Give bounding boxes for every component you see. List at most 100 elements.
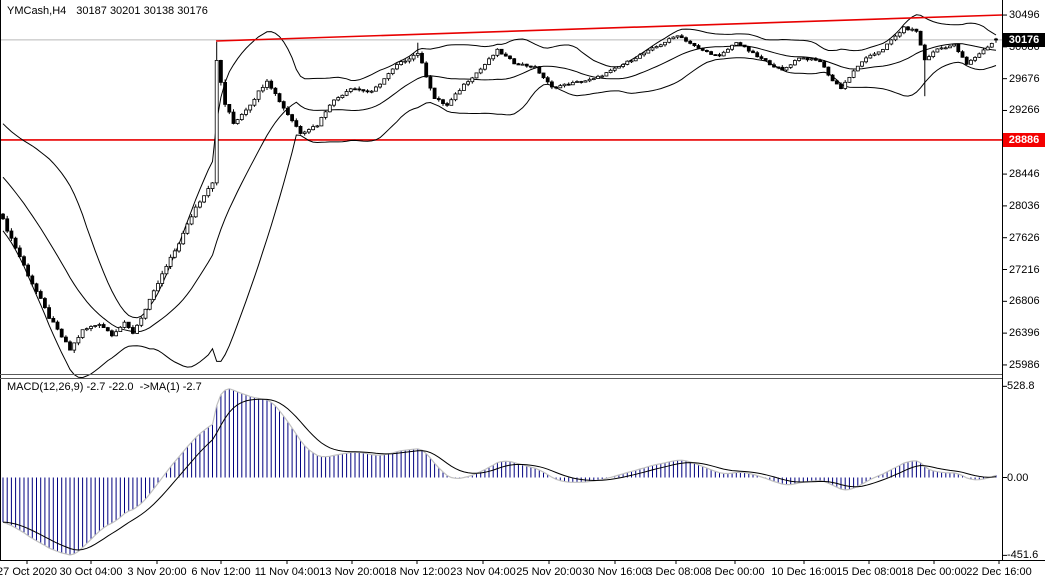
- candle-body: [72, 342, 77, 351]
- candle-body: [537, 66, 542, 74]
- time-tick-label: 23 Nov 04:00: [450, 566, 516, 578]
- candle-body: [373, 86, 378, 92]
- candle-body: [864, 57, 868, 63]
- candle-body: [638, 54, 642, 59]
- current-price-badge: 30176: [1003, 32, 1045, 47]
- candle-body: [38, 291, 43, 299]
- candle-body: [855, 65, 860, 72]
- time-tick-label: 30 Nov 16:00: [582, 566, 648, 578]
- candle-body: [692, 43, 697, 47]
- candle-body: [206, 188, 211, 197]
- candle-body: [265, 80, 269, 88]
- candle-body: [441, 99, 445, 104]
- candle-body: [17, 247, 22, 258]
- candle-body: [499, 48, 504, 55]
- candle-body: [235, 119, 240, 124]
- candle-body: [223, 82, 228, 105]
- candle-body: [746, 46, 751, 52]
- candle-body: [378, 83, 383, 88]
- candle-body: [893, 35, 898, 41]
- candle-body: [126, 321, 131, 329]
- candle-body: [353, 88, 357, 91]
- macd-signal-line: [2, 398, 997, 551]
- candle-body: [43, 298, 47, 309]
- candle-body: [700, 47, 705, 51]
- candle-body: [248, 104, 253, 111]
- candle-body: [931, 51, 936, 57]
- candle-body: [805, 57, 810, 61]
- candle-body: [684, 37, 688, 42]
- candle-body: [487, 58, 491, 65]
- time-tick-label: 3 Nov 20:00: [127, 566, 187, 578]
- candle-body: [906, 26, 910, 31]
- candle-body: [415, 53, 420, 56]
- candle-body: [110, 330, 114, 337]
- candle-body: [516, 63, 521, 66]
- candle-body: [776, 66, 781, 69]
- candle-body: [897, 32, 902, 37]
- candle-body: [227, 104, 232, 113]
- candle-body: [214, 60, 219, 184]
- candle-body: [55, 321, 60, 330]
- symbol-timeframe-label: YMCash,H4: [7, 5, 67, 17]
- candle-body: [512, 58, 517, 65]
- price-tick-label: 25986: [1009, 358, 1040, 371]
- candle-body: [457, 90, 462, 95]
- candle-body: [478, 68, 483, 74]
- time-tick-label: 15 Dec 08:00: [836, 566, 902, 578]
- candle-body: [881, 49, 885, 53]
- chart-title: YMCash,H4 30187 30201 30138 30176: [7, 5, 208, 17]
- candle-body: [26, 264, 31, 277]
- candle-body: [210, 182, 215, 189]
- macd-indicator: [2, 388, 997, 556]
- time-tick-label: 8 Dec 00:00: [705, 566, 765, 578]
- candle-body: [399, 61, 404, 65]
- price-tick-label: 27626: [1009, 231, 1040, 244]
- price-tick-label: 27216: [1009, 263, 1040, 276]
- time-tick-label: 3 Dec 08:00: [646, 566, 706, 578]
- candle-body: [788, 64, 793, 68]
- candle-body: [453, 93, 458, 101]
- resistance-trendline[interactable]: [215, 14, 1003, 42]
- candle-body: [143, 308, 148, 319]
- candle-body: [361, 89, 366, 92]
- candle-body: [818, 59, 822, 63]
- candle-body: [755, 52, 760, 58]
- candle-body: [570, 82, 575, 86]
- candle-body: [847, 77, 852, 83]
- candle-body: [679, 35, 684, 39]
- candle-body: [239, 114, 244, 121]
- candle-body: [93, 325, 98, 327]
- candle-body: [675, 35, 680, 38]
- candle-body: [22, 256, 26, 266]
- candle-body: [298, 126, 303, 134]
- candle-body: [918, 30, 923, 46]
- candle-body: [474, 72, 479, 79]
- candle-body: [705, 50, 709, 53]
- time-tick-label: 25 Nov 20:00: [516, 566, 582, 578]
- candle-body: [541, 72, 546, 79]
- candle-body: [382, 78, 387, 85]
- candle-body: [290, 114, 295, 122]
- candle-body: [168, 256, 173, 267]
- time-tick-label: 22 Dec 16:00: [966, 566, 1032, 578]
- candle-body: [218, 60, 223, 83]
- candle-body: [281, 101, 286, 109]
- candle-body: [612, 67, 617, 71]
- candle-body: [600, 75, 605, 78]
- macd-line-envelope: [2, 388, 997, 556]
- candle-body: [436, 98, 441, 101]
- macd-tick-label: 0.00: [1007, 471, 1029, 484]
- candle-body: [407, 58, 412, 62]
- candle-body: [89, 326, 93, 329]
- candle-body: [834, 80, 839, 85]
- time-tick-label: 18 Dec 00:00: [901, 566, 967, 578]
- candle-body: [390, 68, 395, 74]
- candle-body: [244, 109, 248, 115]
- candle-body: [772, 64, 776, 68]
- candle-body: [851, 70, 856, 78]
- candle-body: [491, 54, 496, 60]
- candle-body: [5, 218, 10, 232]
- candle-body: [763, 58, 768, 61]
